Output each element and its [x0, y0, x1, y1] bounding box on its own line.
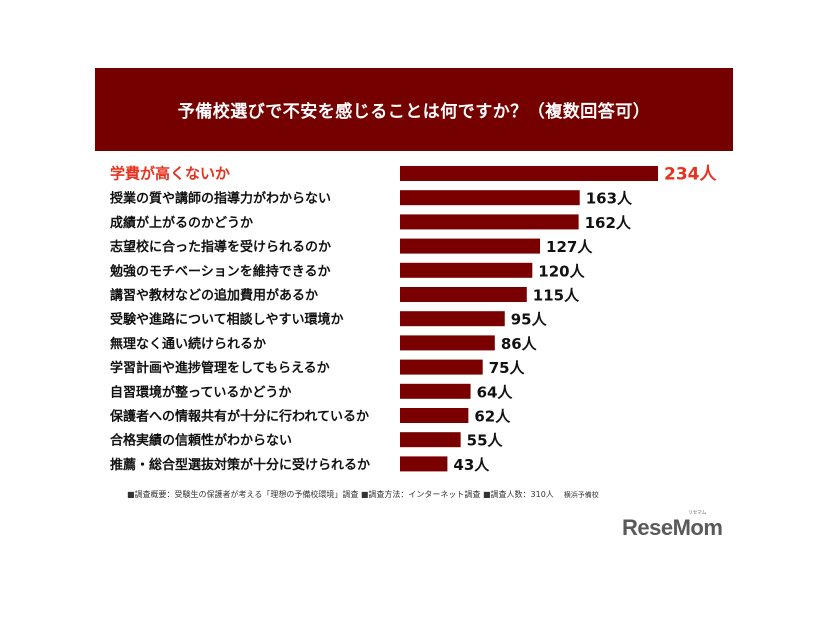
category-label: 推薦・総合型選抜対策が十分に受けられるか — [110, 457, 370, 473]
category-label: 受験や進路について相談しやすい環境か — [110, 312, 343, 328]
value-label: 163人 — [586, 190, 633, 208]
category-label: 無理なく通い続けられるか — [110, 336, 266, 352]
footnote-source: 横浜予備校 — [563, 491, 599, 499]
category-label: 学費が高くないか — [110, 165, 230, 183]
bar — [400, 432, 461, 448]
value-label: 64人 — [477, 383, 514, 401]
footnote-text: ■調査概要：受験生の保護者が考える「理想の予備校環境」調査 ■調査方法：インター… — [127, 490, 554, 499]
bar — [400, 190, 580, 206]
survey-footnote: ■調査概要：受験生の保護者が考える「理想の予備校環境」調査 ■調査方法：インター… — [127, 489, 599, 500]
bar — [400, 262, 533, 278]
bar — [400, 166, 658, 181]
category-label: 勉強のモチベーションを維持できるか — [109, 263, 330, 279]
bar — [400, 287, 527, 302]
category-label: 合格実績の信頼性がわからない — [110, 433, 292, 449]
bar — [400, 238, 541, 254]
category-label: 保護者への情報共有が十分に行われているか — [109, 409, 369, 425]
value-label: 62人 — [474, 408, 511, 426]
value-label: 43人 — [453, 456, 490, 474]
value-label: 86人 — [501, 335, 538, 353]
resemom-logo: ReseMom リセマム — [622, 510, 723, 541]
value-label: 120人 — [538, 262, 585, 280]
logo-kana: リセマム — [688, 510, 707, 516]
value-label: 234人 — [664, 165, 717, 185]
category-label: 成績が上がるのかどうか — [110, 215, 253, 231]
value-label: 115人 — [533, 287, 580, 305]
logo-text: ReseMom — [622, 515, 723, 540]
bar — [400, 359, 483, 375]
value-label: 95人 — [511, 311, 548, 329]
bar — [400, 311, 505, 327]
chart-title: 予備校選びで不安を感じることは何ですか？（複数回答可） — [177, 102, 651, 122]
value-label: 127人 — [546, 238, 593, 256]
bar — [400, 456, 448, 472]
bar — [400, 408, 469, 423]
bar — [400, 214, 579, 230]
category-label: 自習環境が整っているかどうか — [110, 384, 291, 400]
bar — [400, 335, 495, 351]
category-label: 志望校に合った指導を受けられるのか — [110, 239, 331, 255]
value-label: 55人 — [467, 432, 504, 450]
chart-title-banner: 予備校選びで不安を感じることは何ですか？（複数回答可） — [95, 68, 733, 151]
value-label: 75人 — [489, 359, 526, 377]
category-label: 講習や教材などの追加費用があるか — [110, 288, 318, 304]
category-label: 授業の質や講師の指導力がわからない — [110, 191, 331, 207]
bar — [400, 383, 471, 399]
category-label: 学習計画や進捗管理をしてもらえるか — [110, 360, 330, 376]
value-label: 162人 — [585, 214, 632, 232]
